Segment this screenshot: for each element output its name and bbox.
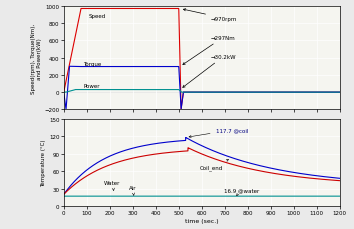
Text: →30.2kW: →30.2kW (183, 55, 236, 88)
Text: 117.7 @coil: 117.7 @coil (189, 128, 248, 138)
Text: Water: Water (104, 180, 120, 191)
Text: Coil_end: Coil_end (200, 160, 229, 170)
Text: Power: Power (83, 84, 100, 89)
Text: Torque: Torque (83, 61, 102, 66)
Text: 16.9 @water: 16.9 @water (224, 187, 259, 196)
Text: →297Nm: →297Nm (183, 35, 236, 65)
Text: Air: Air (129, 185, 136, 195)
X-axis label: time (sec.): time (sec.) (185, 218, 218, 223)
Text: →970rpm: →970rpm (183, 10, 238, 22)
Y-axis label: Temperature (°C): Temperature (°C) (41, 139, 46, 186)
Text: Speed: Speed (89, 14, 106, 19)
Y-axis label: Speed(rpm), Torque(Nm),
and Power(kW): Speed(rpm), Torque(Nm), and Power(kW) (31, 24, 42, 93)
